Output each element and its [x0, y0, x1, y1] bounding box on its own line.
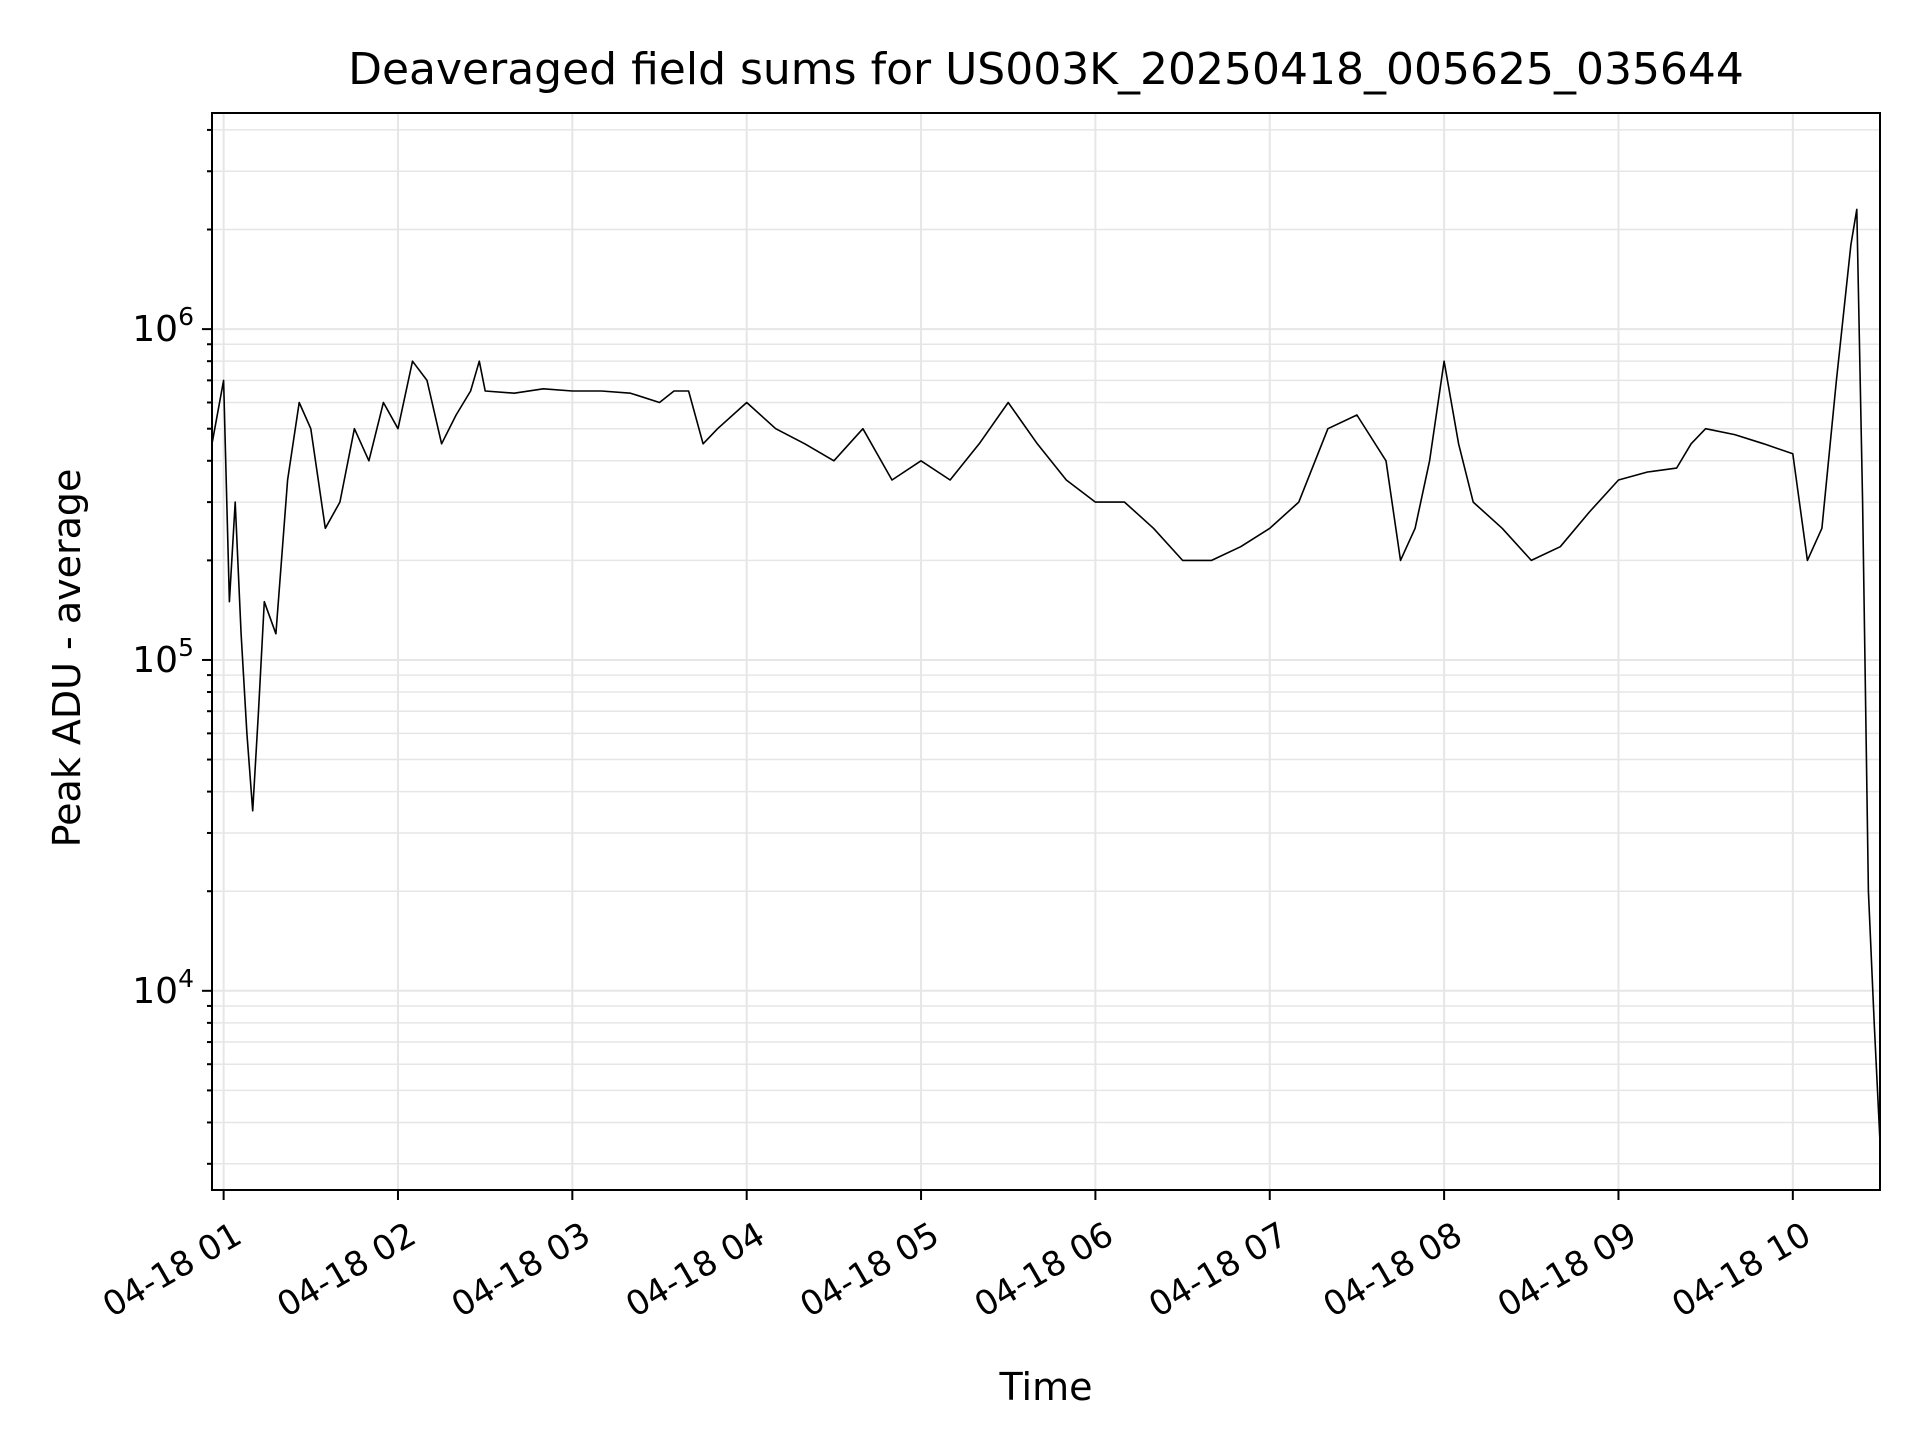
series-layer: [211, 208, 1881, 1142]
x-tick-label: 04-18 01: [96, 1215, 248, 1326]
chart-title: Deaveraged field sums for US003K_2025041…: [348, 44, 1744, 95]
y-tick-label: 104: [132, 964, 194, 1012]
x-tick-label: 04-18 06: [968, 1215, 1120, 1326]
y-tick-label: 106: [132, 302, 194, 350]
x-tick-label: 04-18 03: [445, 1215, 597, 1326]
x-tick-label: 04-18 04: [619, 1215, 771, 1326]
x-tick-label: 04-18 05: [794, 1215, 946, 1326]
axis-ticks: 04-18 01 04-18 02 04-18 03 04-18 04 04-18 05…: [96, 128, 1818, 1326]
x-tick-label: 04-18 02: [270, 1215, 422, 1326]
x-tick-label: 04-18 09: [1491, 1215, 1643, 1326]
y-axis-label: Peak ADU - average: [45, 469, 89, 848]
y-tick-label: 105: [132, 633, 194, 681]
plot-frame: [211, 112, 1881, 1191]
x-tick-label: 04-18 08: [1317, 1215, 1469, 1326]
x-axis-label: Time: [999, 1365, 1093, 1409]
x-tick-label: 04-18 10: [1665, 1215, 1817, 1326]
x-tick-label: 04-18 07: [1142, 1215, 1294, 1326]
series-line: [211, 208, 1881, 1142]
grid-lines: [212, 113, 1880, 1190]
